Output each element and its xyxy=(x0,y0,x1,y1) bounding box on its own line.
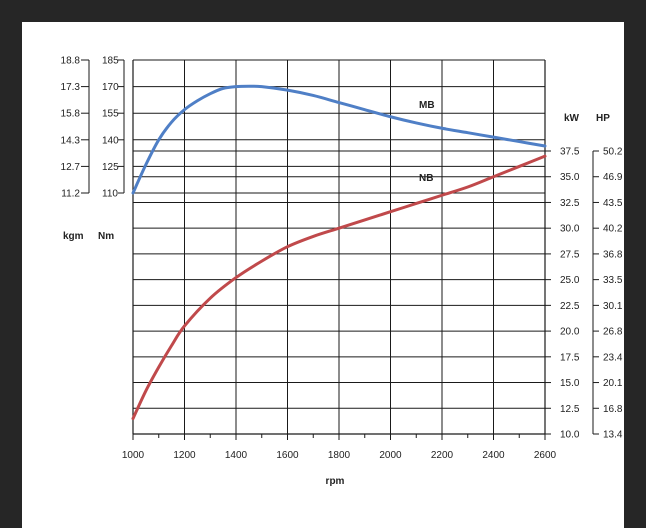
hp-tick-label-6: 30.1 xyxy=(603,301,623,312)
kw-tick-label-9: 15.0 xyxy=(560,378,580,389)
x-tick-label-1200: 1200 xyxy=(173,450,196,461)
kw-tick-label-5: 25.0 xyxy=(560,275,580,286)
nm-tick-label-125: 125 xyxy=(102,162,119,173)
top-border xyxy=(0,0,646,22)
kgm-tick-label-4: 12.7 xyxy=(61,162,81,173)
curves xyxy=(131,84,547,421)
nm-tick-label-170: 170 xyxy=(102,82,119,93)
hp-tick-label-0: 50.2 xyxy=(603,147,623,158)
hp-tick-label-7: 26.8 xyxy=(603,327,623,338)
hp-tick-label-8: 23.4 xyxy=(603,352,623,363)
kw-tick-label-8: 17.5 xyxy=(560,352,580,363)
kw-tick-label-2: 32.5 xyxy=(560,198,580,209)
power-axis-unit-kw: kW xyxy=(564,113,580,124)
series-label-mb: MB xyxy=(419,100,435,111)
x-tick-label-2000: 2000 xyxy=(379,450,402,461)
power-axis-unit-hp: HP xyxy=(596,113,610,124)
x-tick-label-2400: 2400 xyxy=(482,450,505,461)
hp-tick-label-2: 43.5 xyxy=(603,198,623,209)
chart-panel xyxy=(22,22,624,528)
series-line-mb xyxy=(131,84,547,195)
kw-tick-label-7: 20.0 xyxy=(560,327,580,338)
x-tick-label-1000: 1000 xyxy=(122,450,145,461)
hp-tick-label-9: 20.1 xyxy=(603,378,623,389)
kw-tick-label-0: 37.5 xyxy=(560,147,580,158)
kgm-tick-label-1: 17.3 xyxy=(61,82,81,93)
nm-tick-label-155: 155 xyxy=(102,109,119,120)
tick-labels: 1000 1200 1400 1600 1800 2000 2200 2400 2600 185 1… xyxy=(61,56,623,462)
kw-tick-label-11: 10.0 xyxy=(560,430,580,441)
kgm-tick-label-5: 11.2 xyxy=(61,189,80,200)
axes xyxy=(81,59,599,440)
hp-tick-label-11: 13.4 xyxy=(603,430,623,441)
kw-tick-label-4: 27.5 xyxy=(560,249,580,260)
hp-tick-label-3: 40.2 xyxy=(603,224,623,235)
nm-tick-label-185: 185 xyxy=(102,56,119,67)
nm-tick-label-110: 110 xyxy=(102,189,118,200)
kw-tick-label-3: 30.0 xyxy=(560,224,580,235)
kw-tick-label-1: 35.0 xyxy=(560,172,580,183)
hp-tick-label-5: 33.5 xyxy=(603,275,623,286)
x-tick-label-1800: 1800 xyxy=(328,450,351,461)
hp-tick-label-1: 46.9 xyxy=(603,172,623,183)
torque-axis-unit-kgm: kgm xyxy=(63,231,84,242)
x-tick-label-2200: 2200 xyxy=(431,450,454,461)
hp-tick-label-10: 16.8 xyxy=(603,404,623,415)
torque-axis-unit-nm: Nm xyxy=(98,231,114,242)
kw-tick-label-6: 22.5 xyxy=(560,301,580,312)
kw-tick-label-10: 12.5 xyxy=(560,404,580,415)
kgm-tick-label-0: 18.8 xyxy=(61,56,81,67)
x-tick-label-1600: 1600 xyxy=(276,450,299,461)
kgm-tick-label-3: 14.3 xyxy=(61,135,81,146)
x-axis-title: rpm xyxy=(326,476,345,487)
series-label-nb: NB xyxy=(419,173,433,184)
kgm-tick-label-2: 15.8 xyxy=(61,109,81,120)
grid xyxy=(132,59,546,435)
x-tick-label-1400: 1400 xyxy=(225,450,248,461)
hp-tick-label-4: 36.8 xyxy=(603,249,623,260)
series-line-nb xyxy=(131,154,547,421)
nm-tick-label-140: 140 xyxy=(102,135,119,146)
x-tick-label-2600: 2600 xyxy=(534,450,557,461)
